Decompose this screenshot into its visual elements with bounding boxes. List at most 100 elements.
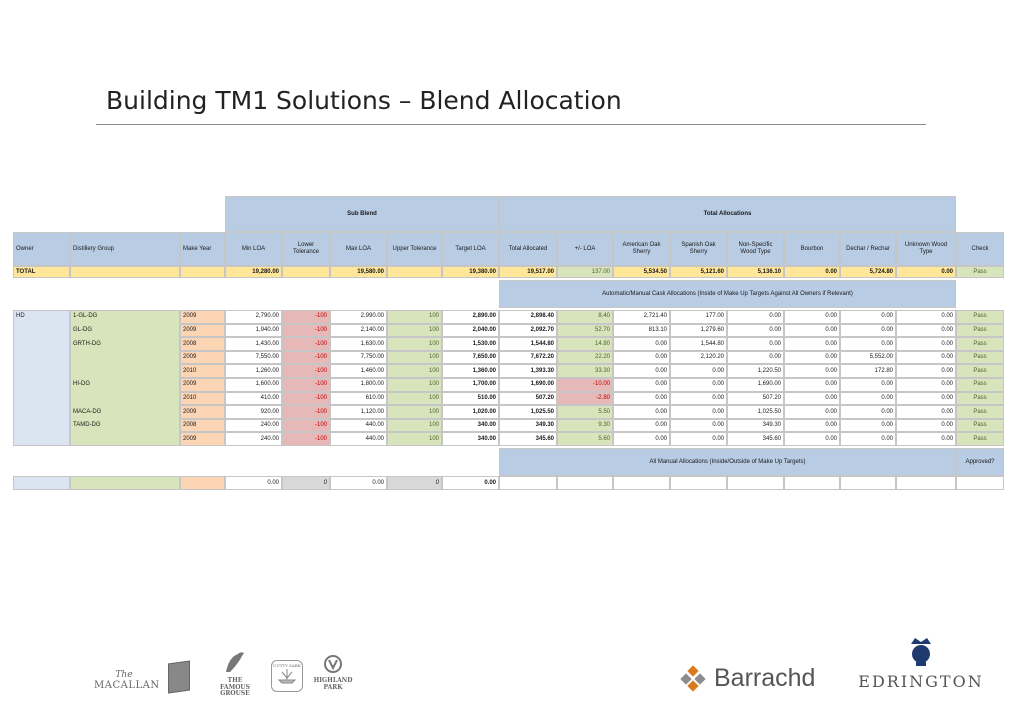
upper-tolerance-cell[interactable]: 100 xyxy=(387,378,442,392)
upper-tolerance-cell[interactable]: 100 xyxy=(387,432,442,446)
upper-tolerance-cell[interactable]: 100 xyxy=(387,391,442,406)
table-cell: 0.00 xyxy=(840,391,896,406)
column-header: Check xyxy=(956,232,1004,266)
table-cell: 240.00 xyxy=(225,418,282,433)
table-cell: 1,700.00 xyxy=(442,378,499,392)
table-cell: 2,120.20 xyxy=(670,350,727,365)
manual-input-cell[interactable]: 0.00 xyxy=(442,476,499,490)
total-row-cell: 0.00 xyxy=(784,266,840,278)
distillery-group-cell xyxy=(70,351,180,365)
manual-input-cell[interactable] xyxy=(896,476,956,490)
table-cell: 1,025.50 xyxy=(499,405,557,419)
column-header: Make Year xyxy=(180,232,225,266)
distillery-group-cell: MACA-DG xyxy=(73,408,102,415)
table-cell: 1,360.00 xyxy=(442,364,499,378)
make-year-cell: 2009 xyxy=(180,432,225,446)
manual-input-cell[interactable]: 0 xyxy=(282,476,330,490)
manual-input-cell[interactable] xyxy=(499,476,557,490)
manual-input-cell[interactable] xyxy=(180,476,225,490)
table-cell: 0.00 xyxy=(727,310,784,324)
loa-variance-cell: 5.60 xyxy=(557,432,613,446)
lower-tolerance-cell[interactable]: -100 xyxy=(282,310,330,324)
upper-tolerance-cell[interactable]: 100 xyxy=(387,418,442,433)
table-cell: 172.80 xyxy=(840,364,896,378)
upper-tolerance-cell[interactable]: 100 xyxy=(387,337,442,351)
lower-tolerance-cell[interactable]: -100 xyxy=(282,405,330,419)
table-cell: 0.00 xyxy=(670,405,727,419)
make-year-cell: 2009 xyxy=(180,378,225,392)
lower-tolerance-cell[interactable]: -100 xyxy=(282,323,330,338)
sub-blend-group-header: Sub Blend xyxy=(225,196,499,232)
manual-input-cell[interactable] xyxy=(784,476,840,490)
column-header: American Oak Sherry xyxy=(613,232,670,266)
ship-icon xyxy=(277,669,297,684)
table-cell: 0.00 xyxy=(784,364,840,378)
lower-tolerance-cell[interactable]: -100 xyxy=(282,337,330,351)
table-cell: 0.00 xyxy=(896,310,956,324)
table-cell: 0.00 xyxy=(840,432,896,446)
total-row-cell: 5,136.10 xyxy=(727,266,784,278)
table-cell: 1,393.30 xyxy=(499,364,557,378)
manual-input-cell[interactable] xyxy=(956,476,1004,490)
upper-tolerance-cell[interactable]: 100 xyxy=(387,350,442,365)
upper-tolerance-cell[interactable]: 100 xyxy=(387,323,442,338)
owner-cell: HD xyxy=(16,313,25,320)
manual-input-cell[interactable] xyxy=(670,476,727,490)
total-row-cell: 19,580.00 xyxy=(330,266,387,278)
table-cell: 0.00 xyxy=(840,323,896,338)
table-cell: 2,721.40 xyxy=(613,310,670,324)
lower-tolerance-cell[interactable]: -100 xyxy=(282,391,330,406)
loa-variance-cell: 5.50 xyxy=(557,405,613,419)
upper-tolerance-cell[interactable]: 100 xyxy=(387,364,442,378)
manual-input-cell[interactable] xyxy=(727,476,784,490)
table-cell: 0.00 xyxy=(896,432,956,446)
column-header: Dechar / Rechar xyxy=(840,232,896,266)
manual-input-cell[interactable]: 0 xyxy=(387,476,442,490)
upper-tolerance-cell[interactable]: 100 xyxy=(387,405,442,419)
lower-tolerance-cell[interactable]: -100 xyxy=(282,432,330,446)
owner-cell xyxy=(13,419,70,433)
column-header: Spanish Oak Sherry xyxy=(670,232,727,266)
distillery-group-cell: GL-DG xyxy=(73,326,93,333)
column-header: Max LOA xyxy=(330,232,387,266)
table-cell: 340.00 xyxy=(442,418,499,433)
table-cell: 0.00 xyxy=(727,350,784,365)
manual-input-cell[interactable] xyxy=(613,476,670,490)
upper-tolerance-cell[interactable]: 100 xyxy=(387,310,442,324)
table-cell: 0.00 xyxy=(840,310,896,324)
table-cell: 340.00 xyxy=(442,432,499,446)
table-cell: 0.00 xyxy=(670,364,727,378)
manual-input-cell[interactable] xyxy=(13,476,70,490)
check-status-cell: Pass xyxy=(956,323,1004,338)
manual-input-cell[interactable]: 0.00 xyxy=(330,476,387,490)
table-cell: 0.00 xyxy=(896,405,956,419)
column-header: +/- LOA xyxy=(557,232,613,266)
table-cell: 1,025.50 xyxy=(727,405,784,419)
table-cell: 7,672.20 xyxy=(499,350,557,365)
macallan-emblem-icon: The xyxy=(115,670,133,680)
loa-variance-cell: 14.80 xyxy=(557,337,613,351)
table-cell: 1,690.00 xyxy=(727,378,784,392)
column-header: Min LOA xyxy=(225,232,282,266)
lower-tolerance-cell[interactable]: -100 xyxy=(282,418,330,433)
table-cell: 0.00 xyxy=(784,337,840,351)
table-cell: 0.00 xyxy=(784,432,840,446)
manual-input-cell[interactable]: 0.00 xyxy=(225,476,282,490)
lower-tolerance-cell[interactable]: -100 xyxy=(282,364,330,378)
check-status-cell: Pass xyxy=(956,405,1004,419)
table-cell: 0.00 xyxy=(840,378,896,392)
table-cell: 440.00 xyxy=(330,418,387,433)
manual-input-cell[interactable] xyxy=(557,476,613,490)
manual-input-cell[interactable] xyxy=(70,476,180,490)
owner-cell xyxy=(13,351,70,365)
manual-input-cell[interactable] xyxy=(840,476,896,490)
crown-crest-icon xyxy=(911,638,931,666)
barrachd-logo: Barrachd xyxy=(680,664,840,693)
lower-tolerance-cell[interactable]: -100 xyxy=(282,378,330,392)
loa-variance-cell: 9.30 xyxy=(557,418,613,433)
table-cell: 1,600.00 xyxy=(225,378,282,392)
make-year-cell: 2009 xyxy=(180,405,225,419)
lower-tolerance-cell[interactable]: -100 xyxy=(282,350,330,365)
table-cell: 0.00 xyxy=(670,378,727,392)
column-header: Distillery Group xyxy=(70,232,180,266)
